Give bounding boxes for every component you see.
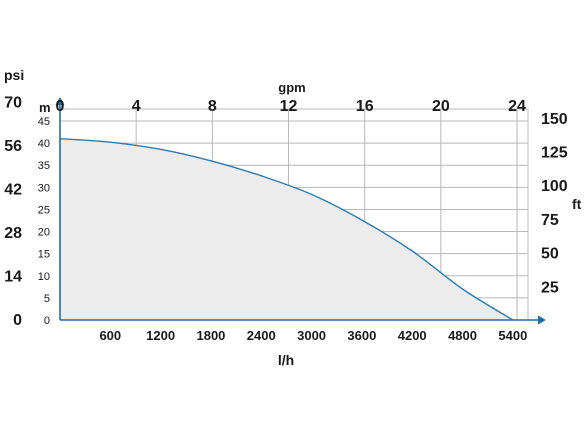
y-tick-label-m: 45	[38, 116, 50, 128]
x-tick-label-gpm: 20	[432, 98, 450, 115]
lh-axis-label: l/h	[278, 352, 294, 368]
y-tick-label-psi: 28	[4, 225, 22, 242]
x-tick-label-lh: 1200	[146, 328, 175, 343]
y-tick-label-m: 5	[44, 293, 50, 305]
x-tick-label-gpm: 24	[508, 98, 526, 115]
y-tick-label-m: 35	[38, 160, 50, 172]
y-tick-label-ft: 25	[541, 279, 559, 296]
x-axis-arrow-icon	[538, 315, 546, 325]
y-tick-label-ft: 75	[541, 212, 559, 229]
y-tick-label-m: 40	[38, 138, 50, 150]
psi-axis-label: psi	[4, 67, 24, 83]
y-tick-label-psi: 42	[4, 181, 22, 198]
x-tick-label-gpm: 8	[208, 98, 217, 115]
y-axis-arrow-icon	[55, 97, 65, 105]
x-tick-label-lh: 2400	[247, 328, 276, 343]
y-tick-label-ft: 125	[541, 145, 568, 162]
y-tick-label-m: 10	[38, 271, 50, 283]
y-tick-label-psi: 70	[4, 94, 22, 111]
x-tick-label-lh: 1800	[196, 328, 225, 343]
x-tick-label-lh: 3600	[347, 328, 376, 343]
x-tick-label-lh: 600	[99, 328, 121, 343]
axes-layer	[55, 97, 546, 325]
y-tick-label-m: 20	[38, 227, 50, 239]
y-tick-label-m: 25	[38, 204, 50, 216]
x-tick-label-lh: 5400	[498, 328, 527, 343]
curve-area-fill	[60, 138, 513, 320]
x-tick-label-gpm: 16	[356, 98, 374, 115]
y-tick-label-ft: 100	[541, 178, 568, 195]
x-tick-label-gpm: 12	[280, 98, 298, 115]
y-tick-label-m: 15	[38, 249, 50, 261]
x-tick-label-gpm: 4	[132, 98, 141, 115]
ft-axis-label: ft	[572, 196, 582, 212]
x-tick-label-lh: 4800	[448, 328, 477, 343]
x-tick-label-lh: 4200	[398, 328, 427, 343]
y-tick-label-m: 0	[44, 315, 50, 327]
gpm-axis-label: gpm	[278, 80, 305, 95]
x-tick-label-lh: 3000	[297, 328, 326, 343]
pump-curve-line	[59, 138, 514, 321]
y-tick-label-psi: 0	[13, 312, 22, 329]
y-tick-label-psi: 56	[4, 138, 22, 155]
y-tick-label-psi: 14	[4, 268, 22, 285]
y-tick-label-ft: 150	[541, 111, 568, 128]
y-tick-label-m: 30	[38, 182, 50, 194]
y-tick-label-ft: 50	[541, 246, 559, 263]
x-tick-label-gpm: 0	[56, 98, 65, 115]
m-axis-label: m	[39, 100, 51, 115]
